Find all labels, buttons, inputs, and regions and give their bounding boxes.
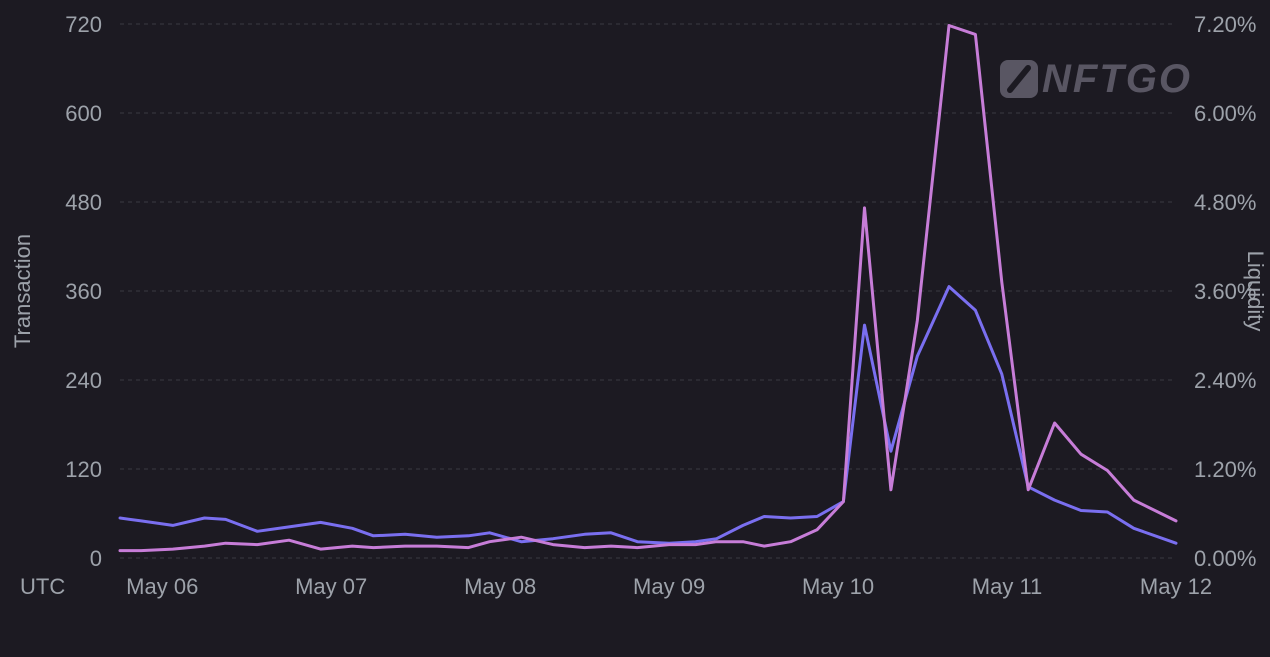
- y-right-tick-label: 6.00%: [1194, 101, 1256, 126]
- x-tick-label: May 09: [633, 574, 705, 599]
- chart-container: 00.00%1201.20%2402.40%3603.60%4804.80%60…: [0, 0, 1270, 657]
- y-right-tick-label: 4.80%: [1194, 190, 1256, 215]
- y-left-tick-label: 720: [65, 12, 102, 37]
- y-left-tick-label: 120: [65, 457, 102, 482]
- y-right-tick-label: 2.40%: [1194, 368, 1256, 393]
- y-left-tick-label: 600: [65, 101, 102, 126]
- y-left-tick-label: 0: [90, 546, 102, 571]
- y-right-tick-label: 0.00%: [1194, 546, 1256, 571]
- x-axis-prefix: UTC: [20, 574, 65, 599]
- y-right-tick-label: 7.20%: [1194, 12, 1256, 37]
- y-left-axis-title: Transaction: [10, 234, 35, 348]
- x-tick-label: May 07: [295, 574, 367, 599]
- dual-axis-line-chart: 00.00%1201.20%2402.40%3603.60%4804.80%60…: [0, 0, 1270, 657]
- x-tick-label: May 06: [126, 574, 198, 599]
- y-left-tick-label: 360: [65, 279, 102, 304]
- y-left-tick-label: 480: [65, 190, 102, 215]
- x-tick-label: May 08: [464, 574, 536, 599]
- x-tick-label: May 12: [1140, 574, 1212, 599]
- y-right-tick-label: 1.20%: [1194, 457, 1256, 482]
- watermark-text: NFTGO: [1042, 57, 1192, 101]
- y-left-tick-label: 240: [65, 368, 102, 393]
- y-right-axis-title: Liquidity: [1243, 251, 1268, 332]
- x-tick-label: May 10: [802, 574, 874, 599]
- x-tick-label: May 11: [972, 574, 1043, 599]
